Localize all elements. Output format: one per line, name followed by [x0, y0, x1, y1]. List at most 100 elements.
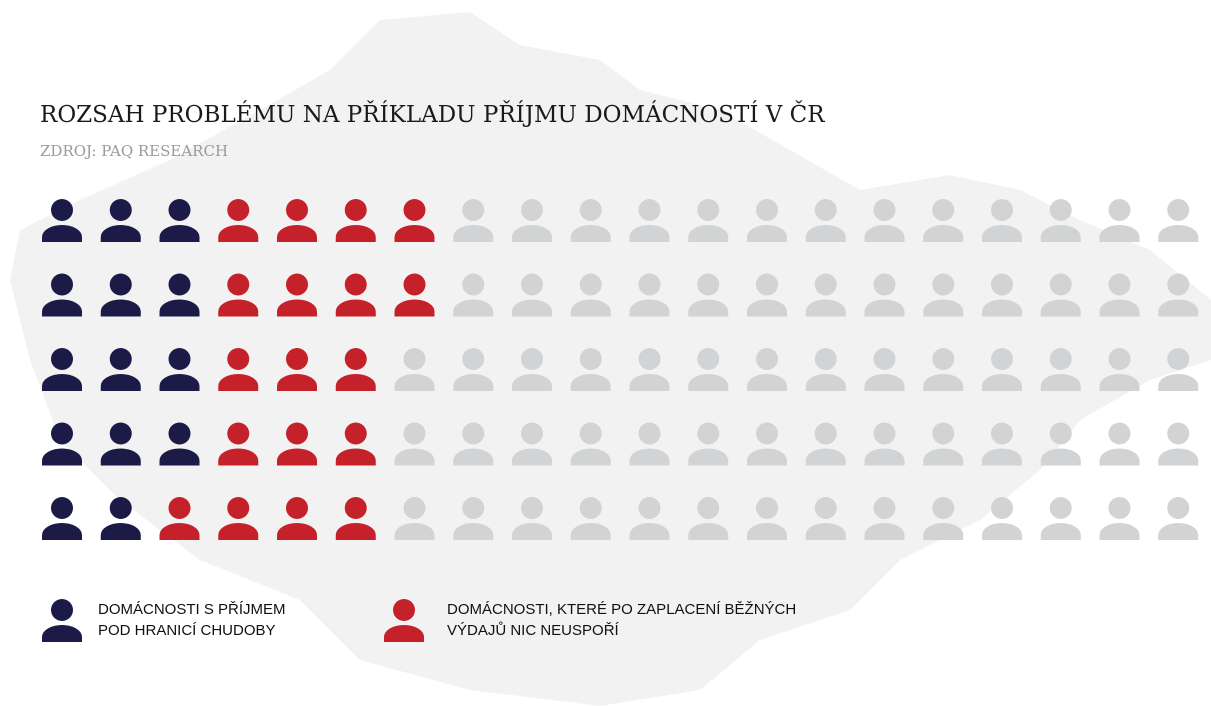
person-body	[335, 523, 376, 540]
person-body	[864, 448, 905, 466]
person-body	[864, 374, 905, 391]
person-body	[159, 523, 200, 540]
person-head	[756, 422, 778, 445]
legend-line: DOMÁCNOSTI, KTERÉ PO ZAPLACENÍ BĚŽNÝCH	[447, 601, 796, 618]
person-body	[1040, 225, 1081, 242]
person-head	[1049, 497, 1072, 519]
person-head	[638, 273, 661, 296]
person-body	[629, 448, 670, 466]
person-body	[570, 374, 611, 391]
legend-label: DOMÁCNOSTI, KTERÉ PO ZAPLACENÍ BĚŽNÝCH VÝ…	[447, 601, 796, 639]
person-head	[1167, 199, 1190, 221]
person-body	[805, 374, 846, 391]
icon-group	[42, 497, 141, 540]
person-head	[344, 273, 367, 296]
person-body	[982, 299, 1022, 317]
person-head	[344, 199, 367, 221]
person-head	[1108, 273, 1131, 296]
person-head	[462, 273, 485, 296]
person-body	[747, 374, 787, 391]
person-body	[512, 523, 552, 540]
person-head	[579, 422, 602, 445]
person-body	[159, 374, 200, 391]
person-head	[462, 497, 485, 519]
person-head	[814, 199, 837, 221]
person-body	[453, 448, 494, 466]
person-head	[1108, 422, 1131, 445]
person-body	[100, 225, 141, 242]
person-head	[521, 273, 543, 296]
person-head	[991, 199, 1013, 221]
person-body	[277, 299, 317, 317]
icon-group	[42, 273, 200, 317]
person-head	[697, 273, 720, 296]
person-head	[1108, 497, 1131, 519]
person-head	[873, 497, 896, 519]
icon-group	[218, 422, 376, 466]
person-body	[453, 374, 494, 391]
person-body	[864, 299, 905, 317]
person-head	[1108, 199, 1131, 221]
person-head	[286, 497, 308, 519]
person-body	[218, 225, 259, 242]
person-body	[688, 374, 729, 391]
person-body	[277, 225, 317, 242]
person-body	[923, 448, 964, 466]
legend-line: VÝDAJŮ NIC NEUSPOŘÍ	[447, 621, 620, 639]
person-body	[277, 374, 317, 391]
person-body	[453, 225, 494, 242]
person-head	[1049, 273, 1072, 296]
person-body	[805, 523, 846, 540]
person-head	[109, 273, 132, 296]
person-body	[277, 448, 317, 466]
person-head	[462, 348, 485, 370]
person-body	[805, 299, 846, 317]
icon-group	[42, 422, 200, 466]
person-head	[393, 599, 415, 621]
person-body	[1099, 299, 1140, 317]
person-head	[697, 497, 720, 519]
person-head	[579, 199, 602, 221]
person-head	[638, 199, 661, 221]
person-head	[579, 348, 602, 370]
person-head	[109, 422, 132, 445]
person-head	[521, 422, 543, 445]
person-head	[697, 422, 720, 445]
person-body	[864, 523, 905, 540]
person-body	[335, 374, 376, 391]
person-head	[697, 199, 720, 221]
icon-group	[218, 348, 376, 391]
person-head	[51, 348, 73, 370]
person-head	[756, 497, 778, 519]
person-head	[462, 199, 485, 221]
person-head	[227, 273, 250, 296]
person-body	[512, 299, 552, 317]
icon-group	[453, 273, 1199, 317]
icon-group	[218, 273, 435, 317]
person-body	[394, 448, 435, 466]
person-body	[277, 523, 317, 540]
person-body	[42, 625, 82, 642]
person-head	[51, 199, 73, 221]
person-head	[756, 199, 778, 221]
person-body	[688, 448, 729, 466]
person-body	[688, 225, 729, 242]
person-body	[629, 523, 670, 540]
person-body	[159, 448, 200, 466]
person-body	[1158, 374, 1199, 391]
person-body	[1099, 448, 1140, 466]
person-body	[570, 299, 611, 317]
person-head	[462, 422, 485, 445]
person-head	[991, 497, 1013, 519]
person-body	[747, 448, 787, 466]
person-body	[453, 299, 494, 317]
person-body	[453, 523, 494, 540]
icon-group	[394, 497, 1199, 540]
person-body	[512, 448, 552, 466]
person-body	[100, 523, 141, 540]
person-head	[286, 273, 308, 296]
person-head	[1108, 348, 1131, 370]
person-head	[227, 348, 250, 370]
person-body	[982, 448, 1022, 466]
person-head	[168, 497, 191, 519]
